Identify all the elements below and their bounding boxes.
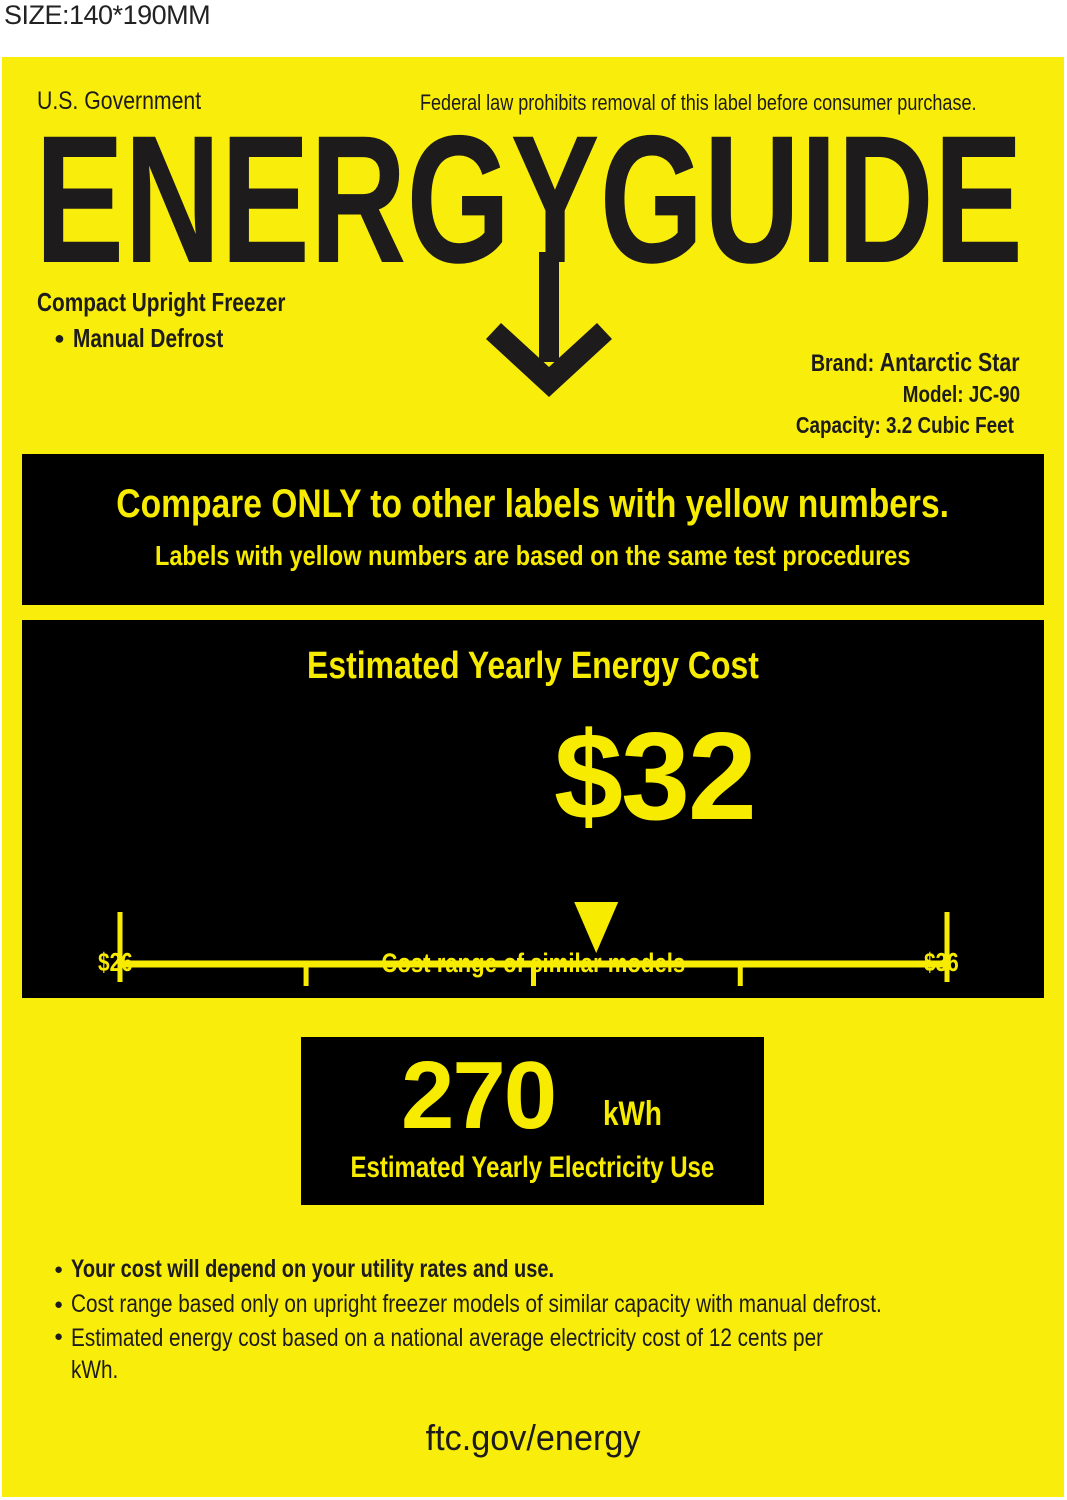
kwh-unit: kWh <box>603 1095 675 1134</box>
website: ftc.gov/energy <box>2 1417 1064 1459</box>
cost-range-scale <box>117 902 950 986</box>
feature-item: ● Manual Defrost <box>54 323 261 354</box>
note-text: Your cost will depend on your utility ra… <box>71 1255 555 1283</box>
compare-subheading: Labels with yellow numbers are based on … <box>22 540 1044 572</box>
model-line: Model: JC-90 <box>903 381 1020 408</box>
kwh-caption-text: Estimated Yearly Electricity Use <box>350 1151 715 1184</box>
electricity-use-panel: 270 kWh Estimated Yearly Electricity Use <box>301 1037 764 1205</box>
capacity-value: 3.2 Cubic Feet <box>886 412 1014 438</box>
range-caption: Cost range of similar models <box>22 948 1044 979</box>
note-item: ● Cost range based only on upright freeze… <box>54 1287 1048 1322</box>
range-max-label: $36 <box>924 947 967 978</box>
cost-marker-icon <box>574 902 619 953</box>
government-label: U.S. Government <box>37 87 202 115</box>
capacity-label: Capacity: <box>795 412 881 438</box>
cost-value: $32 <box>554 708 757 846</box>
cost-heading: Estimated Yearly Energy Cost <box>22 645 1044 688</box>
brand-label: Brand: <box>811 350 875 377</box>
government-text: U.S. Government <box>37 87 230 116</box>
compare-banner: Compare ONLY to other labels with yellow… <box>22 454 1044 605</box>
compare-heading: Compare ONLY to other labels with yellow… <box>22 482 1044 527</box>
compare-heading-text: Compare ONLY to other labels with yellow… <box>116 482 950 526</box>
capacity-line: Capacity: 3.2 Cubic Feet <box>796 412 1014 439</box>
range-max-text: $36 <box>924 947 959 977</box>
note-item: ● Estimated energy cost based on a nation… <box>54 1322 1048 1386</box>
range-caption-text: Cost range of similar models <box>381 948 685 978</box>
logo-title: ENERGYGUIDE <box>35 97 1023 301</box>
size-note: SIZE:140*190MM <box>4 0 211 30</box>
kwh-caption: Estimated Yearly Electricity Use <box>301 1151 764 1185</box>
energyguide-logo: ENERGYGUIDE <box>35 97 1023 397</box>
website-link[interactable]: ftc.gov/energy <box>425 1417 641 1458</box>
energy-cost-panel: Estimated Yearly Energy Cost $32 $26 Cos… <box>22 620 1044 998</box>
bullet-icon: ● <box>54 328 65 348</box>
bullet-icon: ● <box>54 1328 64 1345</box>
legal-notice: Federal law prohibits removal of this la… <box>420 90 1067 116</box>
brand-value: Antarctic Star <box>880 347 1020 377</box>
notes-list: ● Your cost will depend on your utility r… <box>54 1252 1048 1386</box>
note-item: ● Your cost will depend on your utility r… <box>54 1252 1048 1287</box>
cost-heading-text: Estimated Yearly Energy Cost <box>307 645 759 687</box>
bullet-icon: ● <box>54 1261 64 1278</box>
arrow-shaft <box>539 252 559 362</box>
product-type-text: Compact Upright Freezer <box>37 287 286 317</box>
arrow-down-icon <box>486 323 612 397</box>
note-text: Cost range based only on upright freezer… <box>71 1290 882 1318</box>
range-min-label: $26 <box>98 947 141 978</box>
range-min-text: $26 <box>98 947 133 977</box>
model-label: Model: <box>902 381 964 407</box>
product-type: Compact Upright Freezer <box>37 287 348 318</box>
bullet-icon: ● <box>54 1296 64 1313</box>
note-text: Estimated energy cost based on a nationa… <box>71 1324 824 1384</box>
compare-sub-text: Labels with yellow numbers are based on … <box>155 540 911 571</box>
model-value: JC-90 <box>968 381 1020 407</box>
brand-line: Brand: Antarctic Star <box>811 347 1020 378</box>
kwh-unit-text: kWh <box>603 1095 662 1133</box>
energy-guide-label: U.S. Government Federal law prohibits re… <box>2 57 1064 1497</box>
legal-notice-text: Federal law prohibits removal of this la… <box>420 90 977 115</box>
kwh-value: 270 <box>401 1042 557 1149</box>
feature-text: Manual Defrost <box>72 323 224 353</box>
